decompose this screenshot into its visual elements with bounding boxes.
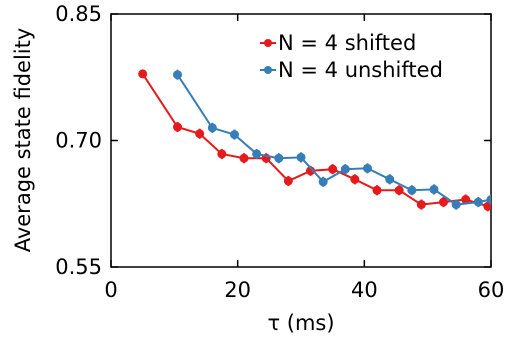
data-point-unshifted: [486, 195, 491, 205]
x-tick-label: 0: [104, 278, 117, 302]
y-axis-label: Average state fidelity: [11, 28, 35, 253]
data-point-shifted: [283, 176, 293, 186]
data-point-shifted: [328, 164, 338, 174]
legend-entry-unshifted: N = 4 unshifted: [260, 58, 443, 82]
data-point-unshifted: [296, 152, 306, 162]
legend-entry-shifted: N = 4 shifted: [260, 31, 416, 55]
series-shifted: [138, 69, 491, 212]
data-point-unshifted: [340, 164, 350, 174]
data-point-shifted: [461, 195, 471, 205]
data-point-shifted: [439, 197, 448, 207]
data-point-unshifted: [473, 197, 483, 207]
x-tick-label: 60: [478, 278, 505, 302]
legend-marker-shifted: [264, 39, 272, 47]
data-point-shifted: [195, 129, 205, 139]
series-line-unshifted: [176, 74, 491, 206]
data-point-shifted: [217, 149, 227, 159]
data-point-unshifted: [252, 149, 262, 159]
legend-label-shifted: N = 4 shifted: [278, 31, 416, 55]
data-point-shifted: [173, 122, 182, 132]
data-point-unshifted: [429, 184, 439, 194]
series-line-shifted: [141, 73, 489, 208]
legend-marker-unshifted: [264, 66, 272, 74]
data-point-shifted: [394, 185, 404, 195]
series-unshifted: [173, 69, 491, 210]
legend: N = 4 shifted N = 4 unshifted: [260, 31, 443, 82]
data-point-unshifted: [207, 123, 217, 133]
y-tick-label: 0.70: [55, 129, 102, 153]
legend-label-unshifted: N = 4 unshifted: [278, 58, 443, 82]
x-tick-label: 40: [351, 278, 378, 302]
x-tick-label: 20: [224, 278, 251, 302]
data-point-shifted: [372, 185, 382, 195]
series-layer: [138, 69, 491, 212]
y-tick-label: 0.55: [55, 255, 102, 279]
y-tick-label: 0.85: [55, 2, 102, 26]
ticks-layer: 0 20 40 60 0.55 0.70 0.85: [55, 2, 504, 302]
data-point-unshifted: [451, 200, 461, 210]
data-point-shifted: [138, 69, 148, 79]
data-point-unshifted: [230, 130, 239, 140]
data-point-shifted: [416, 200, 426, 210]
x-axis-label: τ (ms): [267, 311, 334, 335]
data-point-unshifted: [363, 163, 372, 173]
data-point-unshifted: [274, 153, 284, 163]
data-point-unshifted: [318, 177, 328, 187]
data-point-unshifted: [173, 70, 182, 80]
data-point-unshifted: [385, 174, 395, 184]
data-point-shifted: [306, 166, 315, 176]
data-point-unshifted: [407, 185, 417, 195]
data-point-shifted: [239, 153, 249, 163]
data-point-shifted: [483, 201, 491, 211]
data-point-shifted: [350, 174, 360, 184]
